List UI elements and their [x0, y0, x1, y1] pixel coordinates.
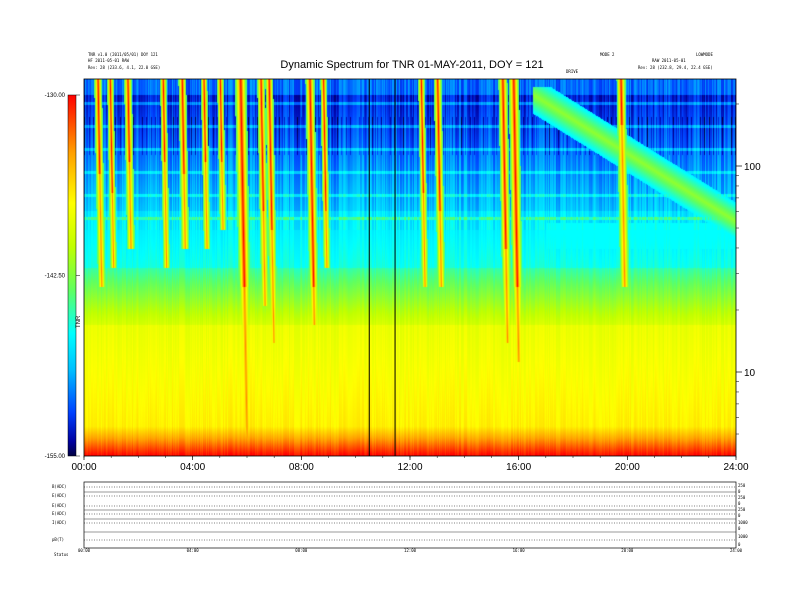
colorbar — [67, 94, 77, 457]
header-mid-small: DRIVE — [566, 69, 579, 74]
x-tick-label: 00:00 — [71, 462, 96, 473]
header-left-line1: TNR v1.0 (2011/05/01) DOY 121 — [88, 52, 158, 57]
housekeeping-row-label: B(ADC) — [52, 484, 66, 489]
housekeeping-row-label: E(ADC) — [52, 503, 66, 508]
housekeeping-scale-label: 0 — [738, 489, 741, 494]
housekeeping-x-tick-label: 04:00 — [187, 548, 200, 553]
colorbar-label: TNR — [76, 315, 82, 328]
y-tick-label: 10 — [744, 368, 756, 379]
housekeeping-scale-label: 0 — [738, 513, 741, 518]
x-tick-label: 12:00 — [397, 462, 422, 473]
housekeeping-scale-label: 250 — [738, 495, 746, 500]
header-right-line2: LOWMODE — [696, 52, 713, 57]
colorbar-tick-label: -155.00 — [45, 454, 66, 460]
status-label: Status — [54, 552, 69, 557]
housekeeping-row-label: pB(T) — [52, 537, 64, 542]
y-axis-right: 100 10 — [736, 103, 761, 435]
chart-title: Dynamic Spectrum for TNR 01-MAY-2011, DO… — [280, 59, 543, 71]
x-tick-label: 08:00 — [289, 462, 314, 473]
housekeeping-scale-label: 0 — [738, 501, 741, 506]
x-tick-label: 04:00 — [180, 462, 205, 473]
housekeeping-row-label: I(ADC) — [52, 520, 66, 525]
housekeeping-x-tick-label: 08:00 — [295, 548, 308, 553]
housekeeping-scale-label: 250 — [738, 507, 746, 512]
spectrogram-area — [84, 79, 736, 456]
header-left-line2: HF 2011-05-01 RAW — [88, 58, 130, 63]
header-right-line3: RAW 2011-05-01 — [652, 58, 686, 63]
colorbar-tick-label: -130.00 — [45, 93, 66, 99]
x-tick-label: 20:00 — [615, 462, 640, 473]
header-right-line1: MODE 2 — [600, 52, 615, 57]
housekeeping-x-tick-label: 00:00 — [78, 548, 91, 553]
housekeeping-row-label: E(ADC) — [52, 493, 66, 498]
housekeeping-x-tick-label: 16:00 — [513, 548, 526, 553]
housekeeping-rows: B(ADC)E(ADC)E(ADC)E(ADC)I(ADC)pB(T)25002… — [52, 483, 748, 547]
housekeeping-x-axis: 00:00 04:00 08:00 12:00 16:00 20:00 24:00 — [78, 548, 743, 553]
housekeeping-panel — [83, 481, 737, 549]
header-right-line4: Rev: 28 (232.8, 29.4, 22.4 GSE) — [638, 65, 713, 70]
housekeeping-scale-label: 1000 — [738, 534, 748, 539]
y-tick-label: 100 — [744, 162, 761, 173]
housekeeping-scale-label: 0 — [738, 542, 741, 547]
colorbar-ticks: -130.00 -142.50 -155.00 — [45, 93, 80, 460]
housekeeping-x-tick-label: 12:00 — [404, 548, 417, 553]
x-tick-label: 24:00 — [723, 462, 748, 473]
housekeeping-row-label: E(ADC) — [52, 511, 66, 516]
x-tick-label: 16:00 — [506, 462, 531, 473]
housekeeping-scale-label: 250 — [738, 483, 746, 488]
housekeeping-x-tick-label: 20:00 — [621, 548, 634, 553]
vertical-markers — [368, 79, 396, 456]
housekeeping-x-tick-label: 24:00 — [730, 548, 743, 553]
housekeeping-scale-label: 0 — [738, 526, 741, 531]
housekeeping-scale-label: 1000 — [738, 520, 748, 525]
colorbar-tick-label: -142.50 — [45, 274, 66, 280]
header-left-line3: Rev: 28 (233.6, 4.1, 22.0 GSE) — [88, 65, 160, 70]
x-axis: 00:00 04:00 08:00 12:00 16:00 20:00 24:00 — [71, 456, 749, 473]
